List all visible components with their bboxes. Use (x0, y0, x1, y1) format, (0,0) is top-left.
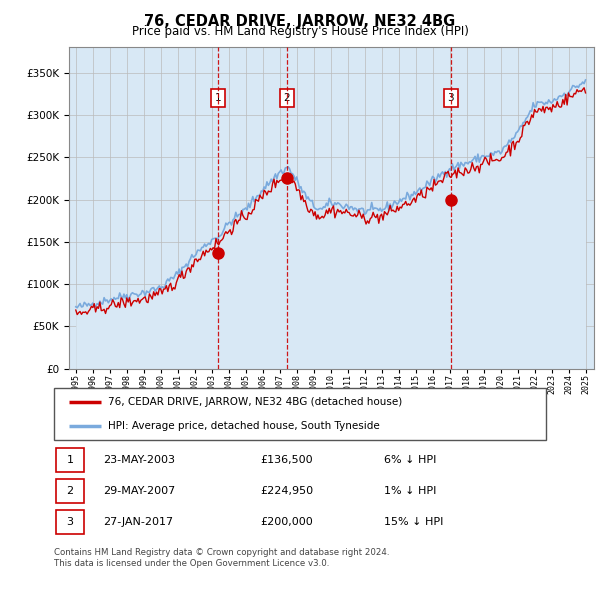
Text: 27-JAN-2017: 27-JAN-2017 (103, 517, 173, 527)
Text: 1: 1 (215, 93, 221, 103)
Text: 76, CEDAR DRIVE, JARROW, NE32 4BG: 76, CEDAR DRIVE, JARROW, NE32 4BG (145, 14, 455, 28)
Text: 1% ↓ HPI: 1% ↓ HPI (383, 486, 436, 496)
Text: £224,950: £224,950 (260, 486, 314, 496)
Text: 3: 3 (67, 517, 73, 527)
Text: 6% ↓ HPI: 6% ↓ HPI (383, 455, 436, 465)
Bar (56, 448, 83, 472)
Text: 2: 2 (283, 93, 290, 103)
Text: Price paid vs. HM Land Registry's House Price Index (HPI): Price paid vs. HM Land Registry's House … (131, 25, 469, 38)
Text: 1: 1 (67, 455, 73, 465)
Bar (56, 510, 83, 535)
Text: £200,000: £200,000 (260, 517, 313, 527)
Text: This data is licensed under the Open Government Licence v3.0.: This data is licensed under the Open Gov… (54, 559, 329, 568)
Text: Contains HM Land Registry data © Crown copyright and database right 2024.: Contains HM Land Registry data © Crown c… (54, 548, 389, 556)
Text: 3: 3 (448, 93, 454, 103)
Text: 15% ↓ HPI: 15% ↓ HPI (383, 517, 443, 527)
Text: HPI: Average price, detached house, South Tyneside: HPI: Average price, detached house, Sout… (108, 421, 380, 431)
Text: £136,500: £136,500 (260, 455, 313, 465)
Text: 23-MAY-2003: 23-MAY-2003 (103, 455, 175, 465)
Text: 2: 2 (67, 486, 74, 496)
Bar (56, 479, 83, 503)
Text: 76, CEDAR DRIVE, JARROW, NE32 4BG (detached house): 76, CEDAR DRIVE, JARROW, NE32 4BG (detac… (108, 396, 403, 407)
Text: 29-MAY-2007: 29-MAY-2007 (103, 486, 175, 496)
